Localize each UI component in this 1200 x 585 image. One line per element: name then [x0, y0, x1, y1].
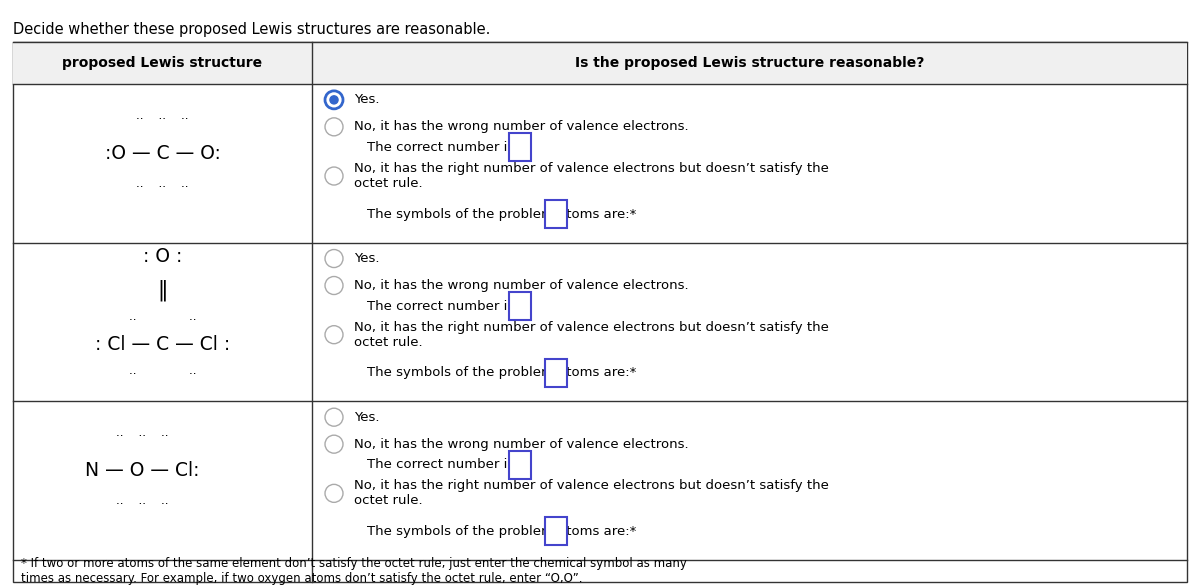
Text: The correct number is:: The correct number is: — [367, 300, 518, 312]
Text: : O :: : O : — [143, 247, 182, 267]
Text: The correct number is:: The correct number is: — [367, 458, 518, 472]
Bar — [545, 359, 568, 387]
Circle shape — [325, 277, 343, 294]
Circle shape — [325, 326, 343, 344]
Text: No, it has the wrong number of valence electrons.: No, it has the wrong number of valence e… — [354, 121, 689, 133]
Circle shape — [325, 118, 343, 136]
Circle shape — [330, 96, 338, 104]
Circle shape — [325, 484, 343, 503]
Circle shape — [325, 408, 343, 426]
Circle shape — [325, 167, 343, 185]
Text: * If two or more atoms of the same element don’t satisfy the octet rule, just en: * If two or more atoms of the same eleme… — [22, 557, 686, 585]
Text: No, it has the right number of valence electrons but doesn’t satisfy the
octet r: No, it has the right number of valence e… — [354, 479, 829, 507]
Circle shape — [325, 250, 343, 267]
Bar — [545, 200, 568, 228]
Text: proposed Lewis structure: proposed Lewis structure — [62, 56, 263, 70]
Bar — [509, 451, 530, 479]
Text: The symbols of the problem atoms are:*: The symbols of the problem atoms are:* — [367, 208, 636, 221]
Text: The correct number is:: The correct number is: — [367, 141, 518, 154]
Bar — [13, 42, 1187, 84]
Text: No, it has the right number of valence electrons but doesn’t satisfy the
octet r: No, it has the right number of valence e… — [354, 162, 829, 190]
Text: The symbols of the problem atoms are:*: The symbols of the problem atoms are:* — [367, 366, 636, 379]
Bar — [509, 133, 530, 161]
Text: ··    ··    ··: ·· ·· ·· — [137, 181, 188, 194]
Text: N — O — Cl:: N — O — Cl: — [85, 461, 199, 480]
Text: Yes.: Yes. — [354, 252, 379, 265]
Text: The symbols of the problem atoms are:*: The symbols of the problem atoms are:* — [367, 525, 636, 538]
Text: ‖: ‖ — [157, 279, 168, 301]
Text: ··    ··    ··: ·· ·· ·· — [116, 430, 169, 443]
Bar — [509, 292, 530, 320]
Text: :O — C — O:: :O — C — O: — [104, 144, 221, 163]
Text: Decide whether these proposed Lewis structures are reasonable.: Decide whether these proposed Lewis stru… — [13, 22, 491, 37]
Bar — [545, 518, 568, 545]
Text: ··              ··: ·· ·· — [128, 314, 197, 326]
Circle shape — [325, 91, 343, 109]
Text: No, it has the wrong number of valence electrons.: No, it has the wrong number of valence e… — [354, 438, 689, 450]
Text: ··              ··: ·· ·· — [128, 367, 197, 380]
Circle shape — [325, 435, 343, 453]
Text: : Cl — C — Cl :: : Cl — C — Cl : — [95, 335, 230, 353]
Text: Yes.: Yes. — [354, 411, 379, 424]
Text: Is the proposed Lewis structure reasonable?: Is the proposed Lewis structure reasonab… — [575, 56, 924, 70]
Text: Yes.: Yes. — [354, 94, 379, 106]
Text: ··    ··    ··: ·· ·· ·· — [116, 498, 169, 511]
Text: No, it has the right number of valence electrons but doesn’t satisfy the
octet r: No, it has the right number of valence e… — [354, 321, 829, 349]
Text: ··    ··    ··: ·· ·· ·· — [137, 113, 188, 126]
Text: No, it has the wrong number of valence electrons.: No, it has the wrong number of valence e… — [354, 279, 689, 292]
